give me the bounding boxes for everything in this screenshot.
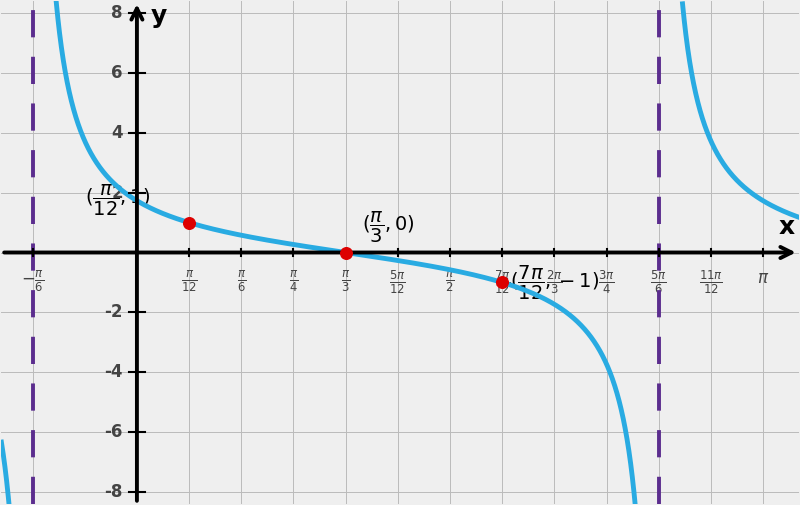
Text: -4: -4 xyxy=(105,363,123,381)
Point xyxy=(182,219,195,227)
Text: $\frac{\pi}{2}$: $\frac{\pi}{2}$ xyxy=(446,269,454,294)
Text: $\frac{\pi}{3}$: $\frac{\pi}{3}$ xyxy=(341,269,350,294)
Text: $\frac{\pi}{12}$: $\frac{\pi}{12}$ xyxy=(181,269,198,294)
Text: -6: -6 xyxy=(105,423,123,441)
Text: $\frac{11\pi}{12}$: $\frac{11\pi}{12}$ xyxy=(699,269,723,296)
Text: $\frac{2\pi}{3}$: $\frac{2\pi}{3}$ xyxy=(546,269,562,296)
Text: $\frac{\pi}{4}$: $\frac{\pi}{4}$ xyxy=(289,269,298,294)
Text: $(\dfrac{7\pi}{12},-1)$: $(\dfrac{7\pi}{12},-1)$ xyxy=(510,264,599,302)
Text: $(\dfrac{\pi}{3},0)$: $(\dfrac{\pi}{3},0)$ xyxy=(362,210,414,245)
Point xyxy=(339,248,352,257)
Text: -2: -2 xyxy=(105,304,123,321)
Text: x: x xyxy=(778,215,794,239)
Text: y: y xyxy=(151,5,167,28)
Text: -8: -8 xyxy=(105,483,123,500)
Text: 6: 6 xyxy=(111,64,123,82)
Text: 2: 2 xyxy=(111,184,123,201)
Text: $\frac{\pi}{6}$: $\frac{\pi}{6}$ xyxy=(237,269,246,294)
Text: $-\frac{\pi}{6}$: $-\frac{\pi}{6}$ xyxy=(21,269,44,294)
Text: $\frac{5\pi}{6}$: $\frac{5\pi}{6}$ xyxy=(650,269,667,296)
Text: $(\dfrac{\pi}{12},1)$: $(\dfrac{\pi}{12},1)$ xyxy=(86,183,150,218)
Text: $\frac{5\pi}{12}$: $\frac{5\pi}{12}$ xyxy=(390,269,406,296)
Text: $\frac{7\pi}{12}$: $\frac{7\pi}{12}$ xyxy=(494,269,510,296)
Text: 8: 8 xyxy=(111,5,123,22)
Text: 4: 4 xyxy=(111,124,123,142)
Text: $\frac{3\pi}{4}$: $\frac{3\pi}{4}$ xyxy=(598,269,614,296)
Point xyxy=(496,278,509,286)
Text: $\pi$: $\pi$ xyxy=(757,269,769,287)
